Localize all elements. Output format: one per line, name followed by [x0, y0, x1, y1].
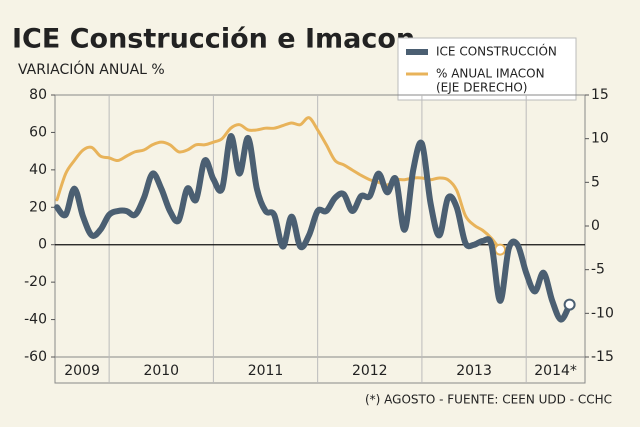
series-line — [54, 133, 573, 323]
y-tick-label: 40 — [29, 162, 47, 178]
y2-tick-label: 5 — [591, 174, 600, 190]
plot-frame — [54, 94, 586, 384]
x-tick-label: 2010 — [143, 363, 179, 379]
end-marker — [494, 243, 507, 256]
legend-label: ICE CONSTRUCCIÓN — [436, 44, 557, 59]
legend-note: (EJE DERECHO) — [436, 81, 527, 95]
y-tick-label: 20 — [29, 199, 47, 215]
x-tick-label: 2011 — [248, 363, 284, 379]
y2-tick-label: -10 — [591, 305, 614, 321]
y-tick-label: 80 — [29, 87, 47, 103]
y2-tick-label: 10 — [591, 131, 609, 147]
y2-tick-label: 15 — [591, 87, 609, 103]
y-tick-label: 60 — [29, 124, 47, 140]
end-marker — [563, 298, 576, 311]
legend-label: % ANUAL IMACON — [436, 67, 545, 81]
legend-box — [397, 37, 577, 101]
y2-tick-label: 0 — [591, 218, 600, 234]
y2-tick-label: -15 — [591, 349, 614, 365]
x-tick-label: 2009 — [64, 363, 100, 379]
y-tick-label: -40 — [24, 312, 47, 328]
x-tick-label: 2013 — [456, 363, 492, 379]
chart-title: ICE Construcción e Imacon — [12, 24, 415, 55]
y-tick-label: 0 — [38, 237, 47, 253]
y-tick-label: -60 — [24, 349, 47, 365]
y2-tick-label: -5 — [591, 262, 605, 278]
chart-subtitle: VARIACIÓN ANUAL % — [18, 60, 165, 78]
x-tick-label: 2012 — [352, 363, 388, 379]
footer: (*) AGOSTO - FUENTE: CEEN UDD - CCHC — [365, 393, 612, 407]
x-tick-label: 2014* — [534, 363, 577, 379]
y-tick-label: -20 — [24, 274, 47, 290]
legend: ICE CONSTRUCCIÓN % ANUAL IMACON(EJE DEREC… — [397, 37, 577, 101]
